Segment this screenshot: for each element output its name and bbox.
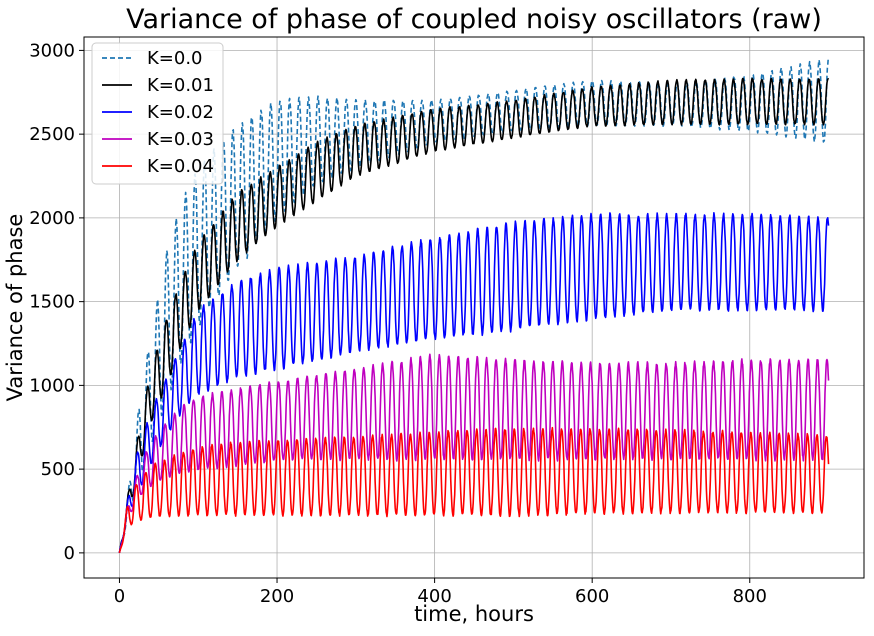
plot-frame xyxy=(83,36,865,579)
y-tick-label: 2000 xyxy=(29,208,75,229)
series-line-k-0-04 xyxy=(118,426,830,554)
y-tick-label: 2500 xyxy=(29,124,75,145)
legend-label: K=0.0 xyxy=(147,48,203,69)
x-tick-label: 800 xyxy=(733,586,767,607)
x-tick-label: 600 xyxy=(575,586,609,607)
legend-box xyxy=(91,42,224,185)
x-tick-label: 400 xyxy=(417,586,451,607)
x-tick-label: 200 xyxy=(260,586,294,607)
legend: K=0.0 K=0.01 K=0.02 K=0.03 K=0.04 xyxy=(91,42,224,185)
legend-label: K=0.04 xyxy=(147,156,214,177)
series-line-k-0-0 xyxy=(118,57,830,553)
series-line-k-0-03 xyxy=(118,353,830,554)
x-tick-label: 0 xyxy=(114,586,125,607)
y-tick-label: 0 xyxy=(64,543,75,564)
y-axis-label: Variance of phase xyxy=(3,214,27,402)
chart-title: Variance of phase of coupled noisy oscil… xyxy=(126,4,822,35)
axis-ticks: 0 200 400 600 800 0 500 1000 1500 2000 2500 3000 xyxy=(29,40,767,607)
legend-label: K=0.01 xyxy=(147,75,214,96)
y-tick-label: 3000 xyxy=(29,40,75,61)
legend-label: K=0.02 xyxy=(147,102,214,123)
y-tick-label: 1500 xyxy=(29,292,75,313)
series-line-k-0-01 xyxy=(118,77,830,554)
series-lines xyxy=(118,57,830,554)
x-axis-label: time, hours xyxy=(414,602,534,626)
y-tick-label: 500 xyxy=(41,459,75,480)
series-line-k-0-02 xyxy=(118,212,830,554)
legend-label: K=0.03 xyxy=(147,129,214,150)
y-tick-label: 1000 xyxy=(29,375,75,396)
